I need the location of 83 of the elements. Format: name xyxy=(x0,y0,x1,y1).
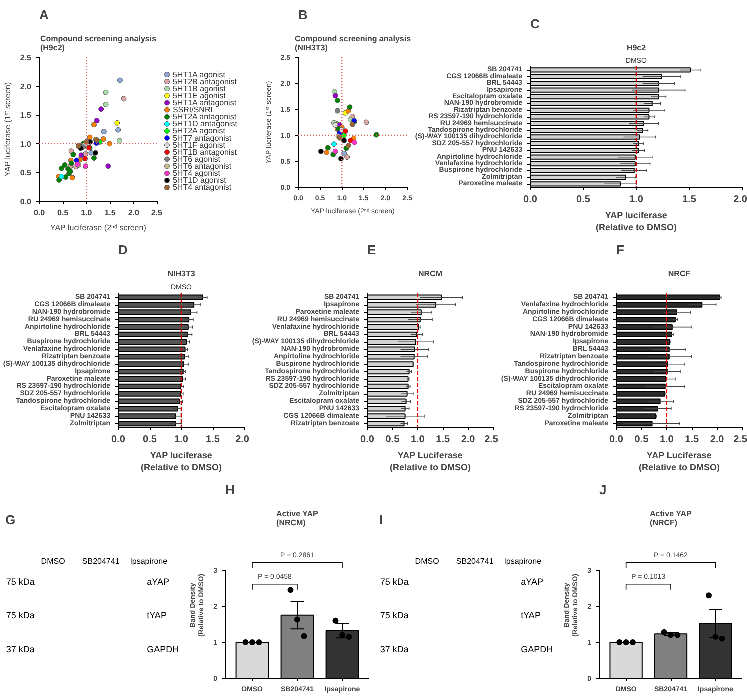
text: A xyxy=(40,8,50,22)
y-tick-label: 1.5 xyxy=(20,111,32,120)
x-axis-title: YAP luciferase (Relative to DMSO) xyxy=(140,450,222,472)
category-label: 37 kDa xyxy=(6,644,35,654)
x-tick-label: 1.5 xyxy=(682,194,697,206)
legend-label: 5HT1B antagonist xyxy=(172,148,238,157)
legend-label: 5HT1E agonist xyxy=(172,91,227,100)
category-label: Ipsapirone xyxy=(504,557,542,566)
x-axis-title: YAP luciferase (Relative to DMSO) xyxy=(596,210,678,232)
x-tick-label: 2.0 xyxy=(236,434,250,446)
x-tick-label: 0.5 xyxy=(143,434,158,446)
legend-label: 5HT1B agonist xyxy=(172,84,227,94)
text: H xyxy=(226,482,235,498)
category-label: DMSO xyxy=(41,557,66,566)
x-tick-label: 0.5 xyxy=(634,434,650,446)
legend-label: 5HT2B antagonist xyxy=(172,77,238,86)
legend-label: 5HT1A agonist xyxy=(172,70,226,80)
x-tick-label: 0.0 xyxy=(112,434,126,446)
text: E xyxy=(368,242,376,258)
y-tick-label: 2.0 xyxy=(20,82,32,92)
category-label: 75 kDa xyxy=(6,577,35,588)
y-tick-label: 2.5 xyxy=(20,54,32,62)
text: J xyxy=(600,482,607,498)
category-label: SB204741 xyxy=(456,557,494,566)
category-label: aYAP xyxy=(521,577,544,588)
x-axis-title: YAP Luciferase (Relative to DMSO) xyxy=(390,450,472,472)
category-label: 37 kDa xyxy=(380,644,409,654)
chart-title: Active YAP (NRCM) xyxy=(276,510,319,528)
x-tick-label: 0.0 xyxy=(360,434,375,446)
category-label: tYAP xyxy=(147,610,167,621)
legend-label: 5HT1A antagonist xyxy=(172,98,238,108)
category-label: Ipsapirone xyxy=(130,557,168,566)
text: I xyxy=(380,512,384,528)
x-tick-label: 2.5 xyxy=(734,434,747,446)
y-axis-title: YAP luciferase (1ˢᵗ screen) xyxy=(3,82,12,177)
text: D xyxy=(118,242,128,258)
legend-label: SSRI/SNRI xyxy=(172,106,213,115)
chart-title: Compound screening analysis (H9c2) xyxy=(40,34,158,52)
legend-label: 5HT6 agonist xyxy=(172,154,222,164)
x-tick-label: 1.0 xyxy=(630,194,644,206)
x-tick-label: 2.5 xyxy=(151,208,164,218)
legend-label: 5HT1F agonist xyxy=(172,140,226,150)
category-label: tYAP xyxy=(521,610,541,621)
category-label: aYAP xyxy=(147,577,170,588)
x-tick-label: 1.5 xyxy=(685,434,700,446)
x-tick-label: 1.0 xyxy=(660,434,674,446)
category-label: SB204741 xyxy=(82,557,120,566)
x-axis-title: YAP Luciferase (Relative to DMSO) xyxy=(638,450,720,472)
x-tick-label: 1.5 xyxy=(104,208,116,218)
x-axis-title: YAP luciferase (2ⁿᵈ screen) xyxy=(50,224,147,232)
category-label: 75 kDa xyxy=(380,577,409,588)
x-tick-label: 1.0 xyxy=(174,434,189,446)
x-tick-label: 0.0 xyxy=(610,434,624,446)
chart-title: NIH3T3 xyxy=(168,270,196,278)
category-label: 75 kDa xyxy=(380,610,409,621)
x-tick-label: 0.5 xyxy=(386,434,400,446)
category-label: DMSO xyxy=(415,557,440,566)
text: G xyxy=(6,512,16,528)
chart-title: Active YAP (NRCF) xyxy=(650,510,692,528)
legend-label: 5HT6 antagonist xyxy=(172,162,232,172)
text: B xyxy=(298,8,308,22)
category-label: GAPDH xyxy=(521,644,554,654)
category-label: GAPDH xyxy=(147,644,180,654)
chart-title: H9c2 xyxy=(626,44,647,52)
y-tick-label: 0.5 xyxy=(20,168,32,178)
x-tick-label: 2.0 xyxy=(128,208,140,218)
text: C xyxy=(530,16,540,32)
y-tick-label: 1.0 xyxy=(20,140,32,149)
text: F xyxy=(616,242,624,258)
x-tick-label: 2.0 xyxy=(734,194,747,206)
category-label: 75 kDa xyxy=(6,610,35,621)
legend-label: 5HT2A agonist xyxy=(172,126,226,136)
legend-label: 5HT7 antagonist xyxy=(172,134,232,143)
legend-label: 5HT4 agonist xyxy=(172,169,222,178)
legend-label: 5HT2A antagonist xyxy=(172,112,238,122)
x-tick-label: 2.0 xyxy=(710,434,725,446)
chart-title: NRCM xyxy=(418,270,443,278)
legend-label: 5HT4 antagonist xyxy=(172,183,232,192)
x-tick-label: 1.0 xyxy=(410,434,426,446)
chart-title: Compound screening analysis (NIH3T3) xyxy=(294,34,412,52)
chart-title: NRCF xyxy=(668,270,691,278)
legend-label: 5HT1D antagonist xyxy=(172,120,238,129)
legend-label: 5HT1D agonist xyxy=(172,176,228,186)
